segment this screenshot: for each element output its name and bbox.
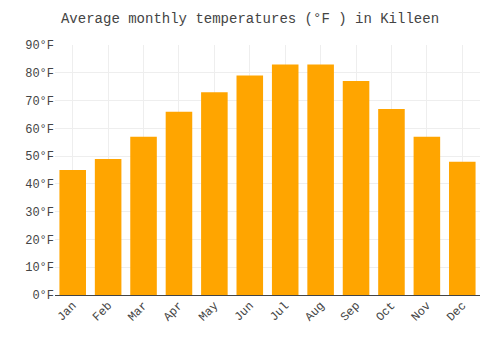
svg-text:70°F: 70°F [25,95,54,109]
svg-text:80°F: 80°F [25,67,54,81]
svg-text:Oct: Oct [373,299,398,324]
svg-text:Aug: Aug [303,299,328,324]
svg-text:60°F: 60°F [25,123,54,137]
svg-text:Jul: Jul [267,299,292,324]
svg-text:Nov: Nov [409,299,434,324]
svg-text:Jan: Jan [55,299,80,324]
svg-text:0°F: 0°F [32,289,54,303]
svg-text:Sep: Sep [338,299,363,324]
svg-text:Apr: Apr [161,299,186,324]
svg-text:30°F: 30°F [25,206,54,220]
svg-text:Jun: Jun [232,299,257,324]
svg-text:90°F: 90°F [25,39,54,53]
svg-text:20°F: 20°F [25,234,54,248]
svg-text:May: May [196,299,221,324]
svg-text:Feb: Feb [90,299,115,324]
svg-text:Dec: Dec [444,299,469,324]
svg-text:50°F: 50°F [25,150,54,164]
svg-text:Mar: Mar [125,299,150,324]
svg-text:Average monthly temperatures (: Average monthly temperatures (°F ) in Ki… [61,11,439,27]
svg-text:40°F: 40°F [25,178,54,192]
svg-text:10°F: 10°F [25,261,54,275]
